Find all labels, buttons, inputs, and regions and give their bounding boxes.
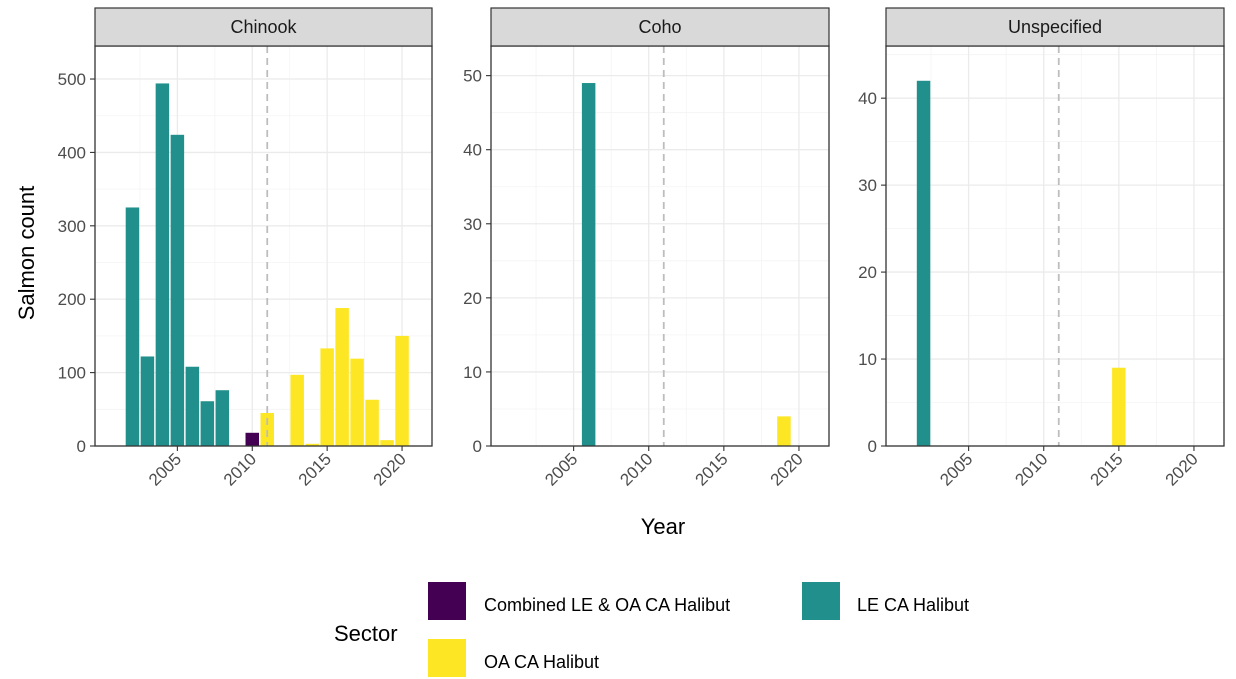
y-tick-label: 100 xyxy=(58,364,86,383)
y-tick-label: 0 xyxy=(868,437,877,456)
bar-oa-ca-halibut-2017 xyxy=(350,358,364,446)
bar-oa-ca-halibut-2014 xyxy=(305,443,319,446)
legend-key-le-ca-halibut xyxy=(802,582,840,620)
legend-key-oa-ca-halibut xyxy=(428,639,466,677)
bar-le-ca-halibut-2006 xyxy=(581,83,596,446)
bar-le-ca-halibut-2003 xyxy=(140,356,155,446)
y-tick-label: 0 xyxy=(473,437,482,456)
x-tick-label: 2020 xyxy=(1162,449,1202,489)
y-tick-label: 0 xyxy=(77,437,86,456)
x-tick-label: 2015 xyxy=(691,449,731,489)
bars xyxy=(125,83,409,447)
legend-key-combined-le-oa-ca-halibut xyxy=(428,582,466,620)
bar-oa-ca-halibut-2011 xyxy=(260,412,274,446)
bar-oa-ca-halibut-2020 xyxy=(395,335,409,446)
x-tick-label: 2020 xyxy=(370,449,410,489)
y-tick-label: 20 xyxy=(463,289,482,308)
x-tick-label: 2015 xyxy=(295,449,335,489)
bar-oa-ca-halibut-2013 xyxy=(290,374,304,446)
facet-strip-label: Chinook xyxy=(230,17,297,37)
bar-oa-ca-halibut-2019 xyxy=(380,440,394,446)
y-tick-label: 300 xyxy=(58,217,86,236)
y-tick-label: 400 xyxy=(58,143,86,162)
bar-oa-ca-halibut-2015 xyxy=(1112,367,1126,446)
bars xyxy=(916,80,1126,447)
x-tick-label: 2005 xyxy=(936,449,976,489)
x-tick-label: 2010 xyxy=(220,449,260,489)
bar-oa-ca-halibut-2016 xyxy=(335,308,349,446)
bar-le-ca-halibut-2008 xyxy=(215,390,230,446)
y-tick-label: 30 xyxy=(463,215,482,234)
y-tick-label: 50 xyxy=(463,67,482,86)
facet-strip-label: Unspecified xyxy=(1008,17,1102,37)
x-tick-label: 2005 xyxy=(541,449,581,489)
y-tick-label: 500 xyxy=(58,70,86,89)
panel-coho: Coho 0 10 20 30 40 50 2005 2010 2015 2020 xyxy=(463,7,830,490)
y-tick-label: 10 xyxy=(463,363,482,382)
legend-label-le-ca-halibut: LE CA Halibut xyxy=(857,595,969,615)
x-tick-label: 2010 xyxy=(1011,449,1051,489)
y-axis-title: Salmon count xyxy=(14,186,39,321)
y-tick-label: 40 xyxy=(858,89,877,108)
bar-combined-le-oa-ca-halibut-2010 xyxy=(245,432,260,446)
x-tick-label: 2015 xyxy=(1086,449,1126,489)
bar-oa-ca-halibut-2019 xyxy=(777,416,791,446)
facet-strip xyxy=(490,7,830,47)
panel-unspecified: Unspecified 0 10 20 30 40 2005 2010 2015 2020 xyxy=(858,7,1225,490)
bars xyxy=(581,83,791,446)
y-tick-label: 40 xyxy=(463,141,482,160)
bar-le-ca-halibut-2005 xyxy=(170,134,185,446)
y-tick-label: 200 xyxy=(58,290,86,309)
y-tick-label: 20 xyxy=(858,263,877,282)
bar-le-ca-halibut-2006 xyxy=(185,366,200,446)
bar-oa-ca-halibut-2015 xyxy=(320,348,334,446)
legend-title: Sector xyxy=(334,621,398,646)
legend-items: Combined LE & OA CA Halibut LE CA Halibut… xyxy=(428,582,969,677)
y-tick-label: 10 xyxy=(858,350,877,369)
facet-strip-label: Coho xyxy=(638,17,681,37)
facet-strip xyxy=(885,7,1225,47)
x-axis-title: Year xyxy=(641,514,685,539)
x-tick-label: 2010 xyxy=(616,449,656,489)
panel-background xyxy=(886,46,1224,446)
panel-background xyxy=(491,46,829,446)
bar-le-ca-halibut-2007 xyxy=(200,401,215,446)
facet-strip xyxy=(94,7,433,47)
legend-label-combined-le-oa-ca-halibut: Combined LE & OA CA Halibut xyxy=(484,595,730,615)
legend: Sector Combined LE & OA CA Halibut LE CA … xyxy=(334,582,969,677)
bar-le-ca-halibut-2004 xyxy=(155,83,170,447)
bar-oa-ca-halibut-2018 xyxy=(365,399,379,446)
x-tick-label: 2020 xyxy=(767,449,807,489)
x-tick-label: 2005 xyxy=(145,449,185,489)
legend-label-oa-ca-halibut: OA CA Halibut xyxy=(484,652,599,672)
panel-chinook: Chinook 0 100 200 300 400 500 2005 2010 2015 2020 xyxy=(58,7,433,490)
bar-le-ca-halibut-2002 xyxy=(125,207,140,446)
bar-le-ca-halibut-2002 xyxy=(916,80,931,447)
y-tick-label: 30 xyxy=(858,176,877,195)
